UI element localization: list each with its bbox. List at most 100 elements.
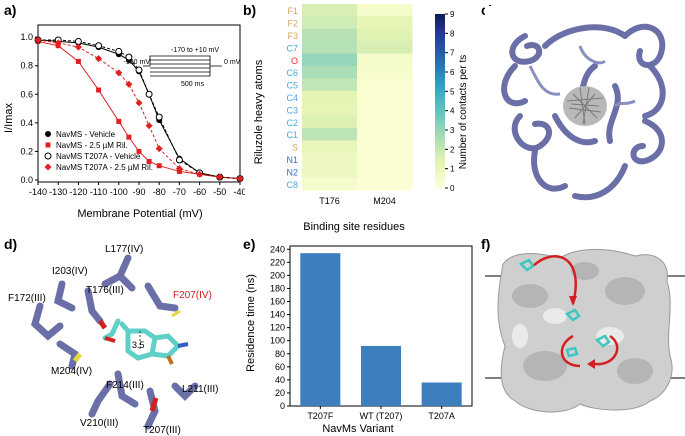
colorbar-tick-label: 3: [450, 126, 455, 135]
data-point: [96, 87, 102, 93]
heatmap-cell: [357, 177, 413, 191]
distance-label: 3.5: [132, 340, 145, 350]
heatmap-cell: [302, 152, 358, 166]
row-label: C4: [286, 93, 298, 103]
x-tick-label: -80: [153, 187, 166, 197]
heatmap-cell: [357, 28, 413, 42]
bar: [300, 253, 341, 406]
heatmap-cell: [357, 128, 413, 141]
row-label: C2: [286, 118, 298, 128]
channel-surface-illustration: [485, 248, 685, 413]
contact-heatmap: Riluzole heavy atoms Binding site residu…: [253, 4, 469, 233]
heatmap-cell: [302, 16, 358, 30]
data-point: [175, 156, 183, 164]
residue-label-t176: T176(III): [86, 285, 124, 296]
y-tick-label: 20: [275, 388, 285, 398]
heatmap-cell: [302, 66, 358, 79]
data-point: [155, 113, 163, 121]
x-tick-label: -100: [110, 187, 128, 197]
data-point: [95, 55, 103, 63]
panel-d-label: d): [4, 236, 18, 252]
x-tick-label: T207F: [307, 411, 334, 421]
heatmap-cell: [302, 41, 358, 55]
heatmap-cell: [302, 4, 358, 17]
colorbar-tick-label: 0: [450, 184, 455, 193]
colorbar-label: Number of contacts per ts: [458, 55, 469, 170]
panel-e-label: e): [243, 236, 256, 252]
residue-label-l177: L177(IV): [105, 244, 143, 255]
y-tick-label: 220: [270, 257, 285, 267]
heatmap-cell: [302, 115, 358, 129]
heatmap-cell: [302, 90, 358, 104]
panel-a-label: a): [4, 2, 17, 18]
row-label: C6: [286, 68, 298, 78]
heatmap-x-label: Binding site residues: [303, 221, 405, 233]
legend-marker: [44, 163, 52, 171]
residue-label-t207: T207(III): [143, 425, 181, 436]
heatmap-y-label: Riluzole heavy atoms: [253, 59, 265, 164]
heatmap-cell: [357, 66, 413, 79]
residue-label-v210: V210(III): [80, 418, 118, 429]
row-label: C7: [286, 43, 298, 53]
residue-label-m204: M204(IV): [51, 366, 92, 377]
data-point: [74, 37, 82, 45]
residence-time-bar-chart: Residence time (ns) NavMs Variant 0 20 40 6…: [245, 244, 473, 435]
heatmap-cell: [357, 78, 413, 92]
data-point: [135, 99, 143, 107]
row-label: N1: [286, 155, 298, 165]
data-point: [54, 39, 62, 47]
data-point: [75, 58, 81, 64]
data-point: [136, 148, 142, 154]
row-label: O: [291, 56, 298, 66]
x-tick-label: -70: [173, 187, 186, 197]
data-point: [74, 43, 82, 51]
y-tick-label: 0.6: [20, 89, 33, 99]
x-tick-label: T207A: [428, 411, 455, 421]
protein-top-view-illustration: [485, 6, 685, 234]
bar: [421, 382, 462, 406]
legend-marker: [44, 152, 52, 160]
colorbar-tick-label: 8: [450, 29, 455, 38]
y-tick-label: 240: [270, 244, 285, 254]
y-tick-label: 120: [270, 323, 285, 333]
protocol-end-label: 0 mV: [224, 59, 241, 66]
protocol-range-label: -170 to +10 mV: [171, 47, 219, 54]
data-point: [146, 158, 152, 164]
colorbar-tick-label: 9: [450, 10, 455, 19]
row-label: S: [292, 143, 298, 153]
panel-b-label: b): [243, 2, 257, 18]
heatmap-cell: [357, 16, 413, 30]
y-tick-label: 80: [275, 349, 285, 359]
heatmap-cell: [302, 140, 358, 154]
row-label: C8: [286, 180, 298, 190]
data-point: [126, 134, 132, 140]
x-tick-label: -50: [213, 187, 226, 197]
heatmap-cell: [302, 53, 358, 67]
heatmap-cell: [302, 28, 358, 42]
data-point: [116, 118, 122, 124]
colorbar-tick-label: 5: [450, 87, 455, 96]
heatmap-cell: [302, 128, 358, 141]
heatmap-cell: [357, 41, 413, 55]
data-point: [196, 170, 204, 178]
data-point: [156, 163, 162, 169]
data-point: [236, 175, 244, 183]
y-tick-label: 140: [270, 310, 285, 320]
data-point: [145, 122, 153, 130]
legend-marker: [45, 131, 51, 137]
heatmap-cell: [357, 152, 413, 166]
x-tick-label: -90: [132, 187, 145, 197]
x-tick-label: -40: [233, 187, 245, 197]
legend-label: NavMS - 2.5 µM Ril.: [56, 141, 128, 150]
data-point: [95, 42, 103, 50]
heatmap-cell: [357, 115, 413, 129]
data-point: [145, 90, 153, 98]
colorbar-tick-label: 2: [450, 145, 455, 154]
heatmap-cell: [357, 53, 413, 67]
heatmap-cell: [302, 177, 358, 191]
data-point: [115, 69, 123, 77]
row-label: F1: [287, 6, 298, 16]
x-tick-label: -120: [69, 187, 87, 197]
legend-label: NavMS T207A - Vehicle: [56, 152, 141, 161]
y-tick-label: 40: [275, 375, 285, 385]
